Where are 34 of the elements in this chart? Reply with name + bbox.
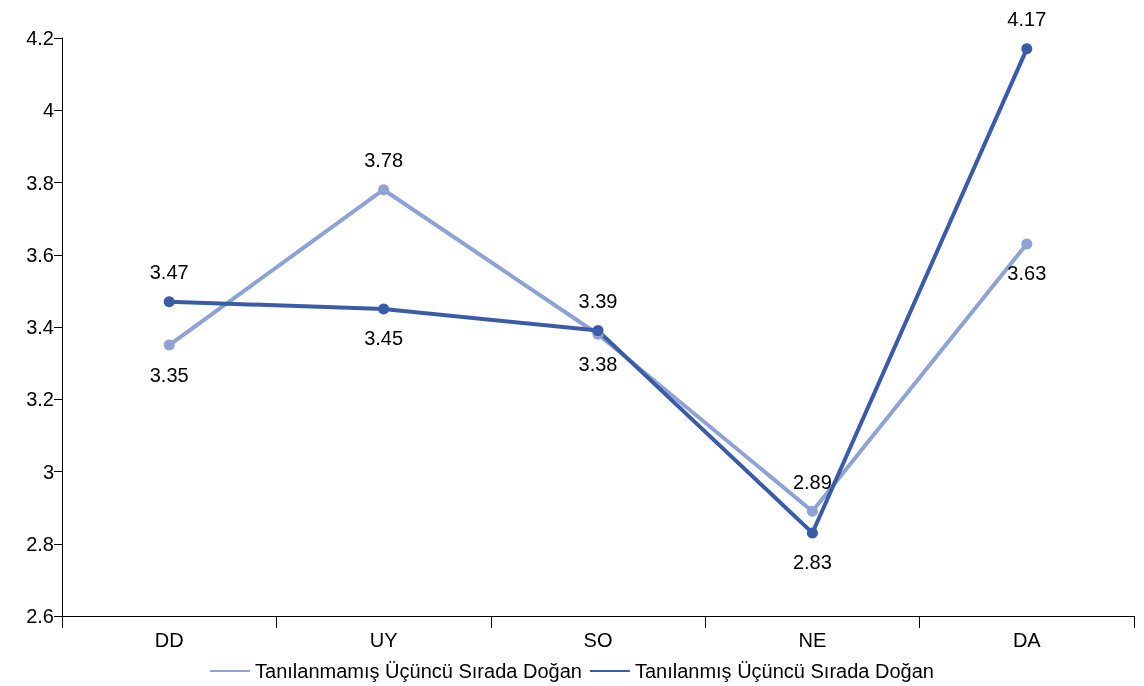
legend-label: Tanılanmış Üçüncü Sırada Doğan [634,660,934,682]
data-label: 2.83 [792,551,832,574]
point [1021,43,1033,55]
y-tick-label: 2.6 [26,605,54,627]
y-tick-label: 2.8 [26,532,54,555]
point [378,303,390,315]
y-tick-label: 3.6 [26,243,54,266]
y-tick-label: 3 [42,460,54,483]
point [163,296,175,308]
data-label: 3.38 [578,352,618,375]
data-label: 3.78 [364,149,404,172]
y-tick-label: 3.2 [26,388,54,411]
x-tick-label: NE [798,629,827,651]
data-label: 3.35 [149,363,189,386]
data-label: 4.17 [1007,8,1047,31]
point [806,527,818,539]
legend-label: Tanılanmamış Üçüncü Sırada Doğan [255,660,582,682]
data-label: 3.45 [364,327,404,350]
data-label: 2.89 [792,470,832,493]
point [1021,238,1033,250]
x-tick-label: DA [1012,629,1042,651]
data-label: 3.63 [1007,262,1047,285]
y-tick-label: 3.4 [26,316,54,338]
point [378,184,390,196]
data-label: 3.47 [149,261,189,284]
y-tick-label: 4.2 [26,27,54,49]
x-tick-label: UY [369,629,398,651]
point [806,505,818,517]
x-tick-label: DD [154,629,184,651]
point [163,339,175,351]
x-tick-label: SO [583,629,613,651]
y-tick-label: 3.8 [26,171,54,194]
y-tick-label: 4 [42,99,54,122]
data-label: 3.39 [578,290,618,313]
